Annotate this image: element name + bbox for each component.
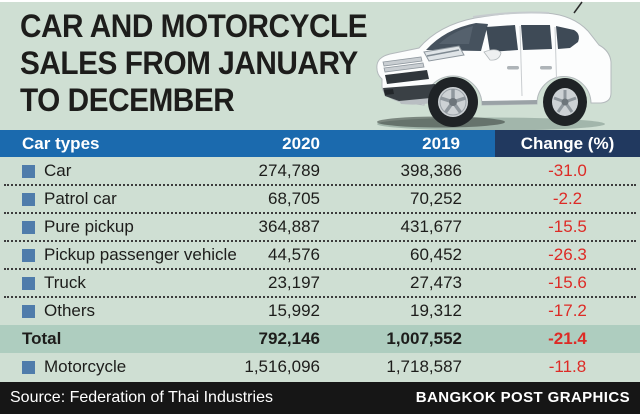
square-bullet-icon [22, 304, 35, 318]
column-header-change: Change (%) [495, 130, 640, 157]
value-change-percent: -11.8 [548, 357, 587, 376]
footer-bar: Source: Federation of Thai Industries BA… [0, 382, 640, 414]
row-label-text: Motorcycle [44, 357, 127, 376]
credit-text: BANGKOK POST GRAPHICS [415, 389, 630, 406]
row-label: Total [22, 325, 61, 353]
title-line-3: TO DECEMBER [20, 82, 235, 118]
row-label: Patrol car [22, 185, 117, 213]
table-row: Pickup passenger vehicle 44,576 60,452 -26.… [0, 241, 640, 270]
title-line-2: SALES FROM JANUARY [20, 45, 358, 81]
table-row: Others 15,992 19,312 -17.2 [0, 297, 640, 325]
table-row: Car 274,789 398,386 -31.0 [0, 157, 640, 186]
value-2019: 27,473 [410, 273, 462, 292]
row-label-text: Pure pickup [44, 217, 134, 236]
row-label: Truck [22, 269, 86, 297]
square-bullet-icon [22, 276, 35, 290]
row-label-text: Car [44, 161, 72, 180]
value-2020: 1,516,096 [244, 357, 320, 376]
page-title: CAR AND MOTORCYCLE SALES FROM JANUARY TO… [20, 8, 368, 119]
square-bullet-icon [22, 360, 35, 374]
row-label-text: Pickup passenger vehicle [44, 245, 237, 264]
column-header-2019: 2019 [422, 134, 460, 153]
row-label: Pure pickup [22, 213, 134, 241]
value-2020: 15,992 [268, 301, 320, 320]
table-header: Car types 2020 2019 Change (%) [0, 130, 640, 157]
row-label-text: Truck [44, 273, 86, 292]
table-row: Pure pickup 364,887 431,677 -15.5 [0, 213, 640, 242]
row-label-text: Others [44, 301, 96, 320]
square-bullet-icon [22, 220, 35, 234]
value-2020: 68,705 [268, 189, 320, 208]
column-header-2020: 2020 [282, 134, 320, 153]
value-2019: 70,252 [410, 189, 462, 208]
row-label: Others [22, 297, 95, 325]
square-bullet-icon [22, 192, 35, 206]
value-2019: 431,677 [400, 217, 462, 236]
value-2020: 44,576 [268, 245, 320, 264]
value-change-percent: -15.5 [548, 217, 587, 236]
value-change-percent: -15.6 [548, 273, 587, 292]
value-2019: 19,312 [410, 301, 462, 320]
table-row-total: Total 792,146 1,007,552 -21.4 [0, 325, 640, 353]
value-2020: 792,146 [258, 329, 320, 348]
value-2020: 364,887 [258, 217, 320, 236]
title-line-1: CAR AND MOTORCYCLE [20, 8, 368, 44]
table-row: Motorcycle 1,516,096 1,718,587 -11.8 [0, 353, 640, 381]
value-2019: 1,007,552 [386, 329, 462, 348]
suv-car-image [376, 1, 612, 131]
row-label: Pickup passenger vehicle [22, 241, 237, 269]
value-2019: 398,386 [400, 161, 462, 180]
value-change-percent: -2.2 [552, 189, 583, 208]
value-2020: 274,789 [258, 161, 320, 180]
square-bullet-icon [22, 164, 35, 178]
value-change-percent: -17.2 [548, 301, 587, 320]
row-label: Motorcycle [22, 353, 126, 381]
value-2019: 60,452 [410, 245, 462, 264]
row-label-text: Total [22, 329, 62, 348]
square-bullet-icon [22, 248, 35, 262]
value-change-percent: -21.4 [548, 329, 587, 348]
column-header-car-types: Car types [22, 134, 100, 153]
value-change-percent: -26.3 [548, 245, 587, 264]
table-row: Patrol car 68,705 70,252 -2.2 [0, 185, 640, 214]
source-text: Source: Federation of Thai Industries [10, 389, 273, 406]
value-2020: 23,197 [268, 273, 320, 292]
row-label: Car [22, 157, 71, 185]
value-2019: 1,718,587 [386, 357, 462, 376]
row-label-text: Patrol car [44, 189, 117, 208]
table-rows: Car 274,789 398,386 -31.0 Patrol car 68,705 70… [0, 157, 640, 381]
table-row: Truck 23,197 27,473 -15.6 [0, 269, 640, 298]
value-change-percent: -31.0 [548, 161, 587, 180]
